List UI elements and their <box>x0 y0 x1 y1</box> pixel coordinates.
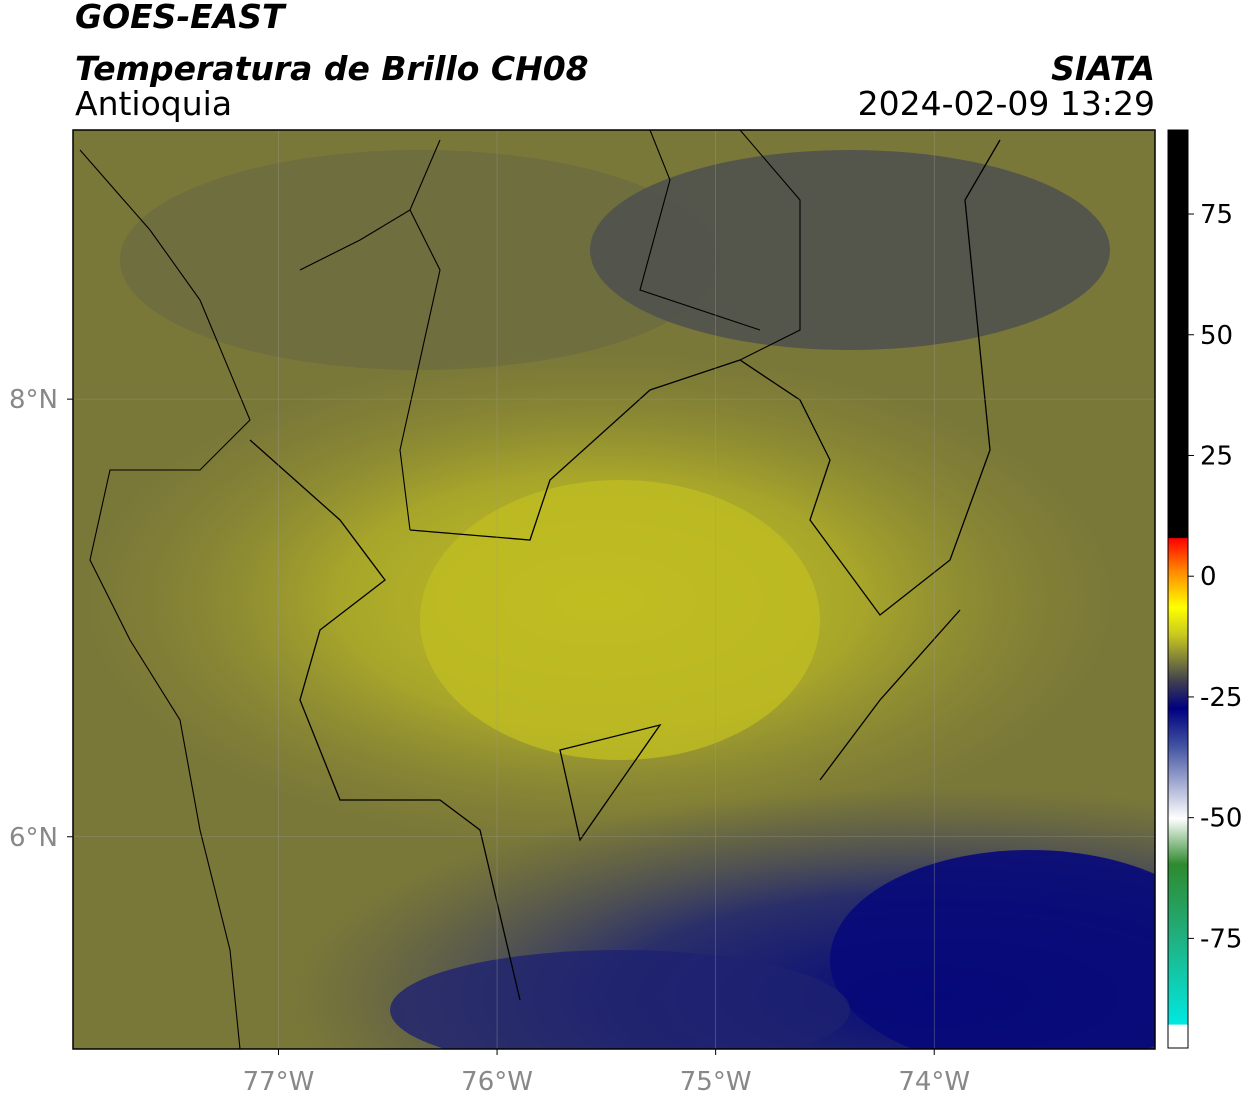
datetime: 2024-02-09 13:29 <box>858 84 1155 123</box>
colorbar-tick-label: -25 <box>1200 683 1242 713</box>
colorbar-tick-label: 50 <box>1200 321 1233 351</box>
lat-tick-label: 6°N <box>9 823 58 853</box>
lat-tick-label: 8°N <box>9 385 58 415</box>
lon-tick-label: 76°W <box>461 1067 533 1097</box>
colorbar-tick-label: -50 <box>1200 804 1242 834</box>
subtitle: Temperatura de Brillo CH08 <box>75 49 589 88</box>
title: GOES-EAST <box>75 0 287 36</box>
colorbar <box>1167 129 1189 1049</box>
colorbar-tick-label: -75 <box>1200 924 1242 954</box>
region: Antioquia <box>75 84 232 123</box>
lon-tick-label: 77°W <box>243 1067 315 1097</box>
colorbar-tick-label: 25 <box>1200 441 1233 471</box>
satellite-image <box>73 130 1155 1049</box>
source: SIATA <box>1051 49 1155 88</box>
lon-tick-label: 74°W <box>898 1067 970 1097</box>
colorbar-tick-label: 0 <box>1200 562 1217 592</box>
lon-tick-label: 75°W <box>680 1067 752 1097</box>
colorbar-tick-label: 75 <box>1200 200 1233 230</box>
map-frame <box>72 129 1156 1050</box>
